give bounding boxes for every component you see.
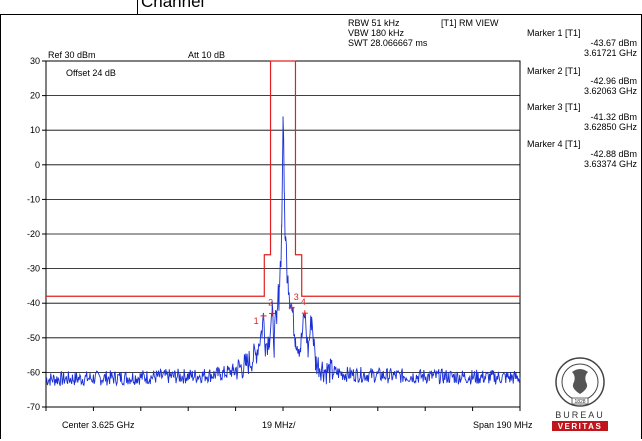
marker-label: 3 bbox=[294, 292, 299, 302]
marker-1-readout: Marker 1 [T1] -43.67 dBm 3.61721 GHz bbox=[527, 28, 637, 58]
swt-label: SWT 28.066667 ms bbox=[348, 38, 428, 48]
header-cell-left bbox=[0, 0, 138, 14]
marker-2-freq: 3.62063 GHz bbox=[583, 86, 637, 96]
logo-word-2: VERITAS bbox=[558, 422, 603, 431]
limit-mask-line bbox=[46, 60, 520, 297]
marker-4-freq: 3.63374 GHz bbox=[583, 159, 637, 169]
y-tick-label: -40 bbox=[27, 298, 40, 308]
frame-left-border bbox=[0, 14, 1, 439]
trace-layer bbox=[45, 60, 521, 387]
attenuation-label: Att 10 dB bbox=[188, 50, 226, 60]
center-freq-label: Center 3.625 GHz bbox=[62, 420, 135, 430]
span-label: Span 190 MHz bbox=[473, 420, 533, 430]
vbw-label: VBW 180 kHz bbox=[348, 28, 405, 38]
marker-label: 4 bbox=[301, 297, 306, 307]
logo-seal-icon: 1828 BUREAU VERITAS bbox=[552, 357, 608, 431]
per-div-label: 19 MHz/ bbox=[262, 420, 296, 430]
y-tick-labels: 30 20 10 0 -10 -20 -30 -40 -50 -60 -70 bbox=[27, 56, 40, 412]
marker-3-title: Marker 3 [T1] bbox=[527, 102, 581, 112]
spectrum-trace-line bbox=[45, 116, 521, 387]
logo-year: 1828 bbox=[574, 399, 585, 405]
marker-1-title: Marker 1 [T1] bbox=[527, 28, 581, 38]
y-tick-label: -50 bbox=[27, 333, 40, 343]
y-tick-label: -30 bbox=[27, 264, 40, 274]
marker-4-level: -42.88 dBm bbox=[590, 149, 637, 159]
marker-4-title: Marker 4 [T1] bbox=[527, 139, 581, 149]
grid-layer bbox=[42, 60, 521, 411]
marker-2-level: -42.96 dBm bbox=[590, 76, 637, 86]
y-tick-label: 30 bbox=[30, 56, 40, 66]
marker-3-level: -41.32 dBm bbox=[590, 112, 637, 122]
y-tick-label: 0 bbox=[35, 160, 40, 170]
y-tick-label: -60 bbox=[27, 367, 40, 377]
bureau-veritas-logo: 1828 BUREAU VERITAS bbox=[550, 356, 610, 436]
channel-title: Channel bbox=[141, 0, 205, 11]
y-tick-label: -10 bbox=[27, 194, 40, 204]
marker-label: 1 bbox=[254, 316, 259, 326]
marker-3-readout: Marker 3 [T1] -41.32 dBm 3.62850 GHz bbox=[527, 102, 637, 132]
offset-label: Offset 24 dB bbox=[66, 68, 116, 78]
marker-1-freq: 3.61721 GHz bbox=[583, 48, 637, 58]
y-tick-label: 10 bbox=[30, 125, 40, 135]
marker-4-readout: Marker 4 [T1] -42.88 dBm 3.63374 GHz bbox=[527, 139, 637, 169]
logo-word-1: BUREAU bbox=[555, 410, 605, 420]
ref-level-label: Ref 30 dBm bbox=[48, 50, 96, 60]
y-tick-label: 20 bbox=[30, 91, 40, 101]
marker-label: 2 bbox=[268, 297, 273, 307]
marker-layer: 12 34 bbox=[254, 292, 308, 326]
marker-2-readout: Marker 2 [T1] -42.96 dBm 3.62063 GHz bbox=[527, 66, 637, 96]
marker-1-level: -43.67 dBm bbox=[590, 38, 637, 48]
trace-mode-label: [T1] RM VIEW bbox=[441, 18, 499, 28]
rbw-label: RBW 51 kHz bbox=[348, 18, 400, 28]
y-tick-label: -70 bbox=[27, 402, 40, 412]
y-tick-label: -20 bbox=[27, 229, 40, 239]
header-table: Channel bbox=[0, 0, 642, 15]
marker-2-title: Marker 2 [T1] bbox=[527, 66, 581, 76]
marker-3-freq: 3.62850 GHz bbox=[583, 122, 637, 132]
